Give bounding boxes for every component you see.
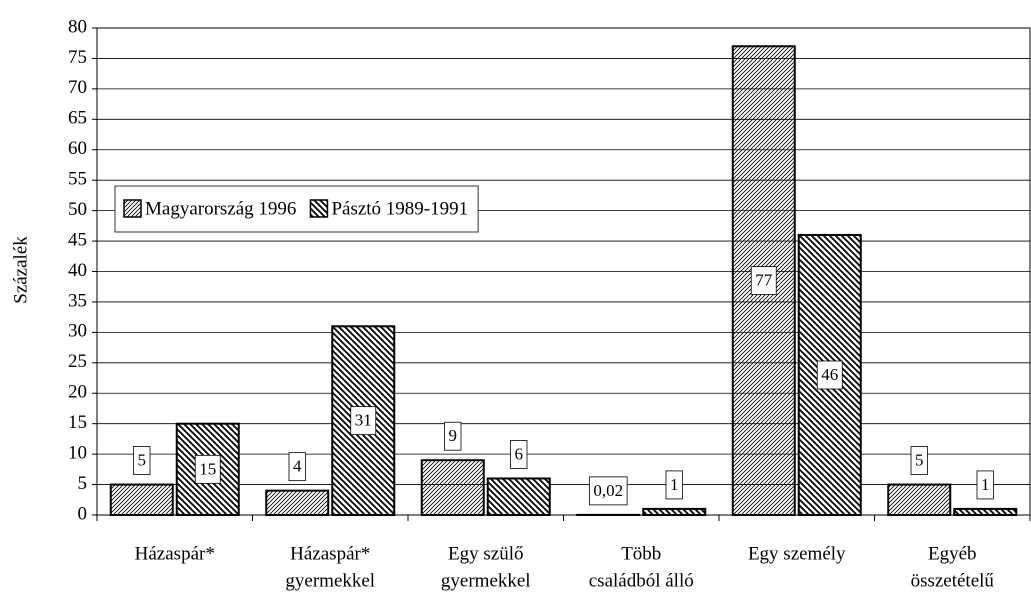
bar bbox=[887, 483, 952, 516]
value-label: 9 bbox=[449, 426, 458, 445]
x-tick-label: Egy szülő bbox=[448, 543, 523, 564]
value-label: 15 bbox=[199, 459, 216, 478]
y-tick-label: 75 bbox=[68, 47, 87, 68]
y-tick-label: 65 bbox=[68, 108, 87, 129]
value-label: 46 bbox=[821, 365, 838, 384]
bar bbox=[420, 459, 485, 516]
y-tick-label: 40 bbox=[68, 260, 87, 281]
y-tick-label: 10 bbox=[68, 442, 87, 463]
x-tick-label: Házaspár* bbox=[135, 543, 215, 564]
x-tick-label: Házaspár* bbox=[290, 543, 370, 564]
legend bbox=[114, 185, 479, 233]
value-label-box bbox=[350, 406, 377, 436]
value-label: 6 bbox=[515, 444, 524, 463]
x-tick-label: összetételű bbox=[911, 570, 995, 591]
value-label-box bbox=[816, 360, 843, 390]
legend-label: Pásztó 1989-1991 bbox=[331, 198, 468, 219]
bar bbox=[642, 507, 707, 517]
value-label-box bbox=[588, 476, 628, 506]
x-tick-label: Egy személy bbox=[748, 543, 846, 564]
value-label: 31 bbox=[355, 411, 372, 430]
y-tick-label: 30 bbox=[68, 321, 87, 342]
value-label: 4 bbox=[293, 457, 302, 476]
value-label-box bbox=[976, 470, 994, 500]
x-tick-label: családból álló bbox=[589, 570, 694, 591]
y-tick-label: 5 bbox=[78, 473, 88, 494]
value-label-box bbox=[194, 454, 221, 484]
y-tick-label: 15 bbox=[68, 412, 87, 433]
value-label: 1 bbox=[981, 475, 990, 494]
value-label-box bbox=[133, 446, 151, 475]
y-tick-label: 35 bbox=[68, 290, 87, 311]
value-label-box bbox=[665, 470, 683, 500]
value-label-box bbox=[288, 452, 306, 482]
legend-swatch bbox=[123, 199, 142, 218]
value-label-box bbox=[750, 266, 777, 296]
y-tick-label: 60 bbox=[68, 138, 87, 159]
y-tick-label: 50 bbox=[68, 199, 87, 220]
x-tick-label: Több bbox=[621, 543, 661, 564]
legend-swatch bbox=[309, 199, 329, 218]
legend-label: Magyarország 1996 bbox=[145, 198, 296, 219]
y-tick-label: 55 bbox=[68, 169, 87, 190]
y-tick-label: 80 bbox=[68, 16, 87, 37]
value-label-box bbox=[510, 440, 528, 469]
value-label: 5 bbox=[915, 450, 924, 469]
value-label-box bbox=[444, 421, 462, 451]
bar bbox=[265, 489, 330, 516]
y-axis-label: Százalék bbox=[10, 236, 31, 304]
y-tick-label: 45 bbox=[68, 229, 87, 250]
x-tick-label: gyermekkel bbox=[441, 570, 531, 591]
bar bbox=[486, 477, 551, 517]
value-label: 5 bbox=[138, 450, 147, 469]
y-tick-label: 0 bbox=[78, 503, 88, 524]
value-label: 1 bbox=[670, 475, 679, 494]
y-tick-label: 25 bbox=[68, 351, 87, 372]
x-tick-label: Egyéb bbox=[928, 543, 977, 564]
bar bbox=[109, 483, 174, 516]
y-tick-label: 70 bbox=[68, 77, 87, 98]
x-tick-label: gyermekkel bbox=[285, 570, 375, 591]
value-label: 0,02 bbox=[593, 481, 623, 500]
y-tick-label: 20 bbox=[68, 382, 87, 403]
value-label-box bbox=[910, 446, 928, 475]
value-label: 77 bbox=[755, 271, 773, 290]
bar bbox=[953, 507, 1018, 517]
